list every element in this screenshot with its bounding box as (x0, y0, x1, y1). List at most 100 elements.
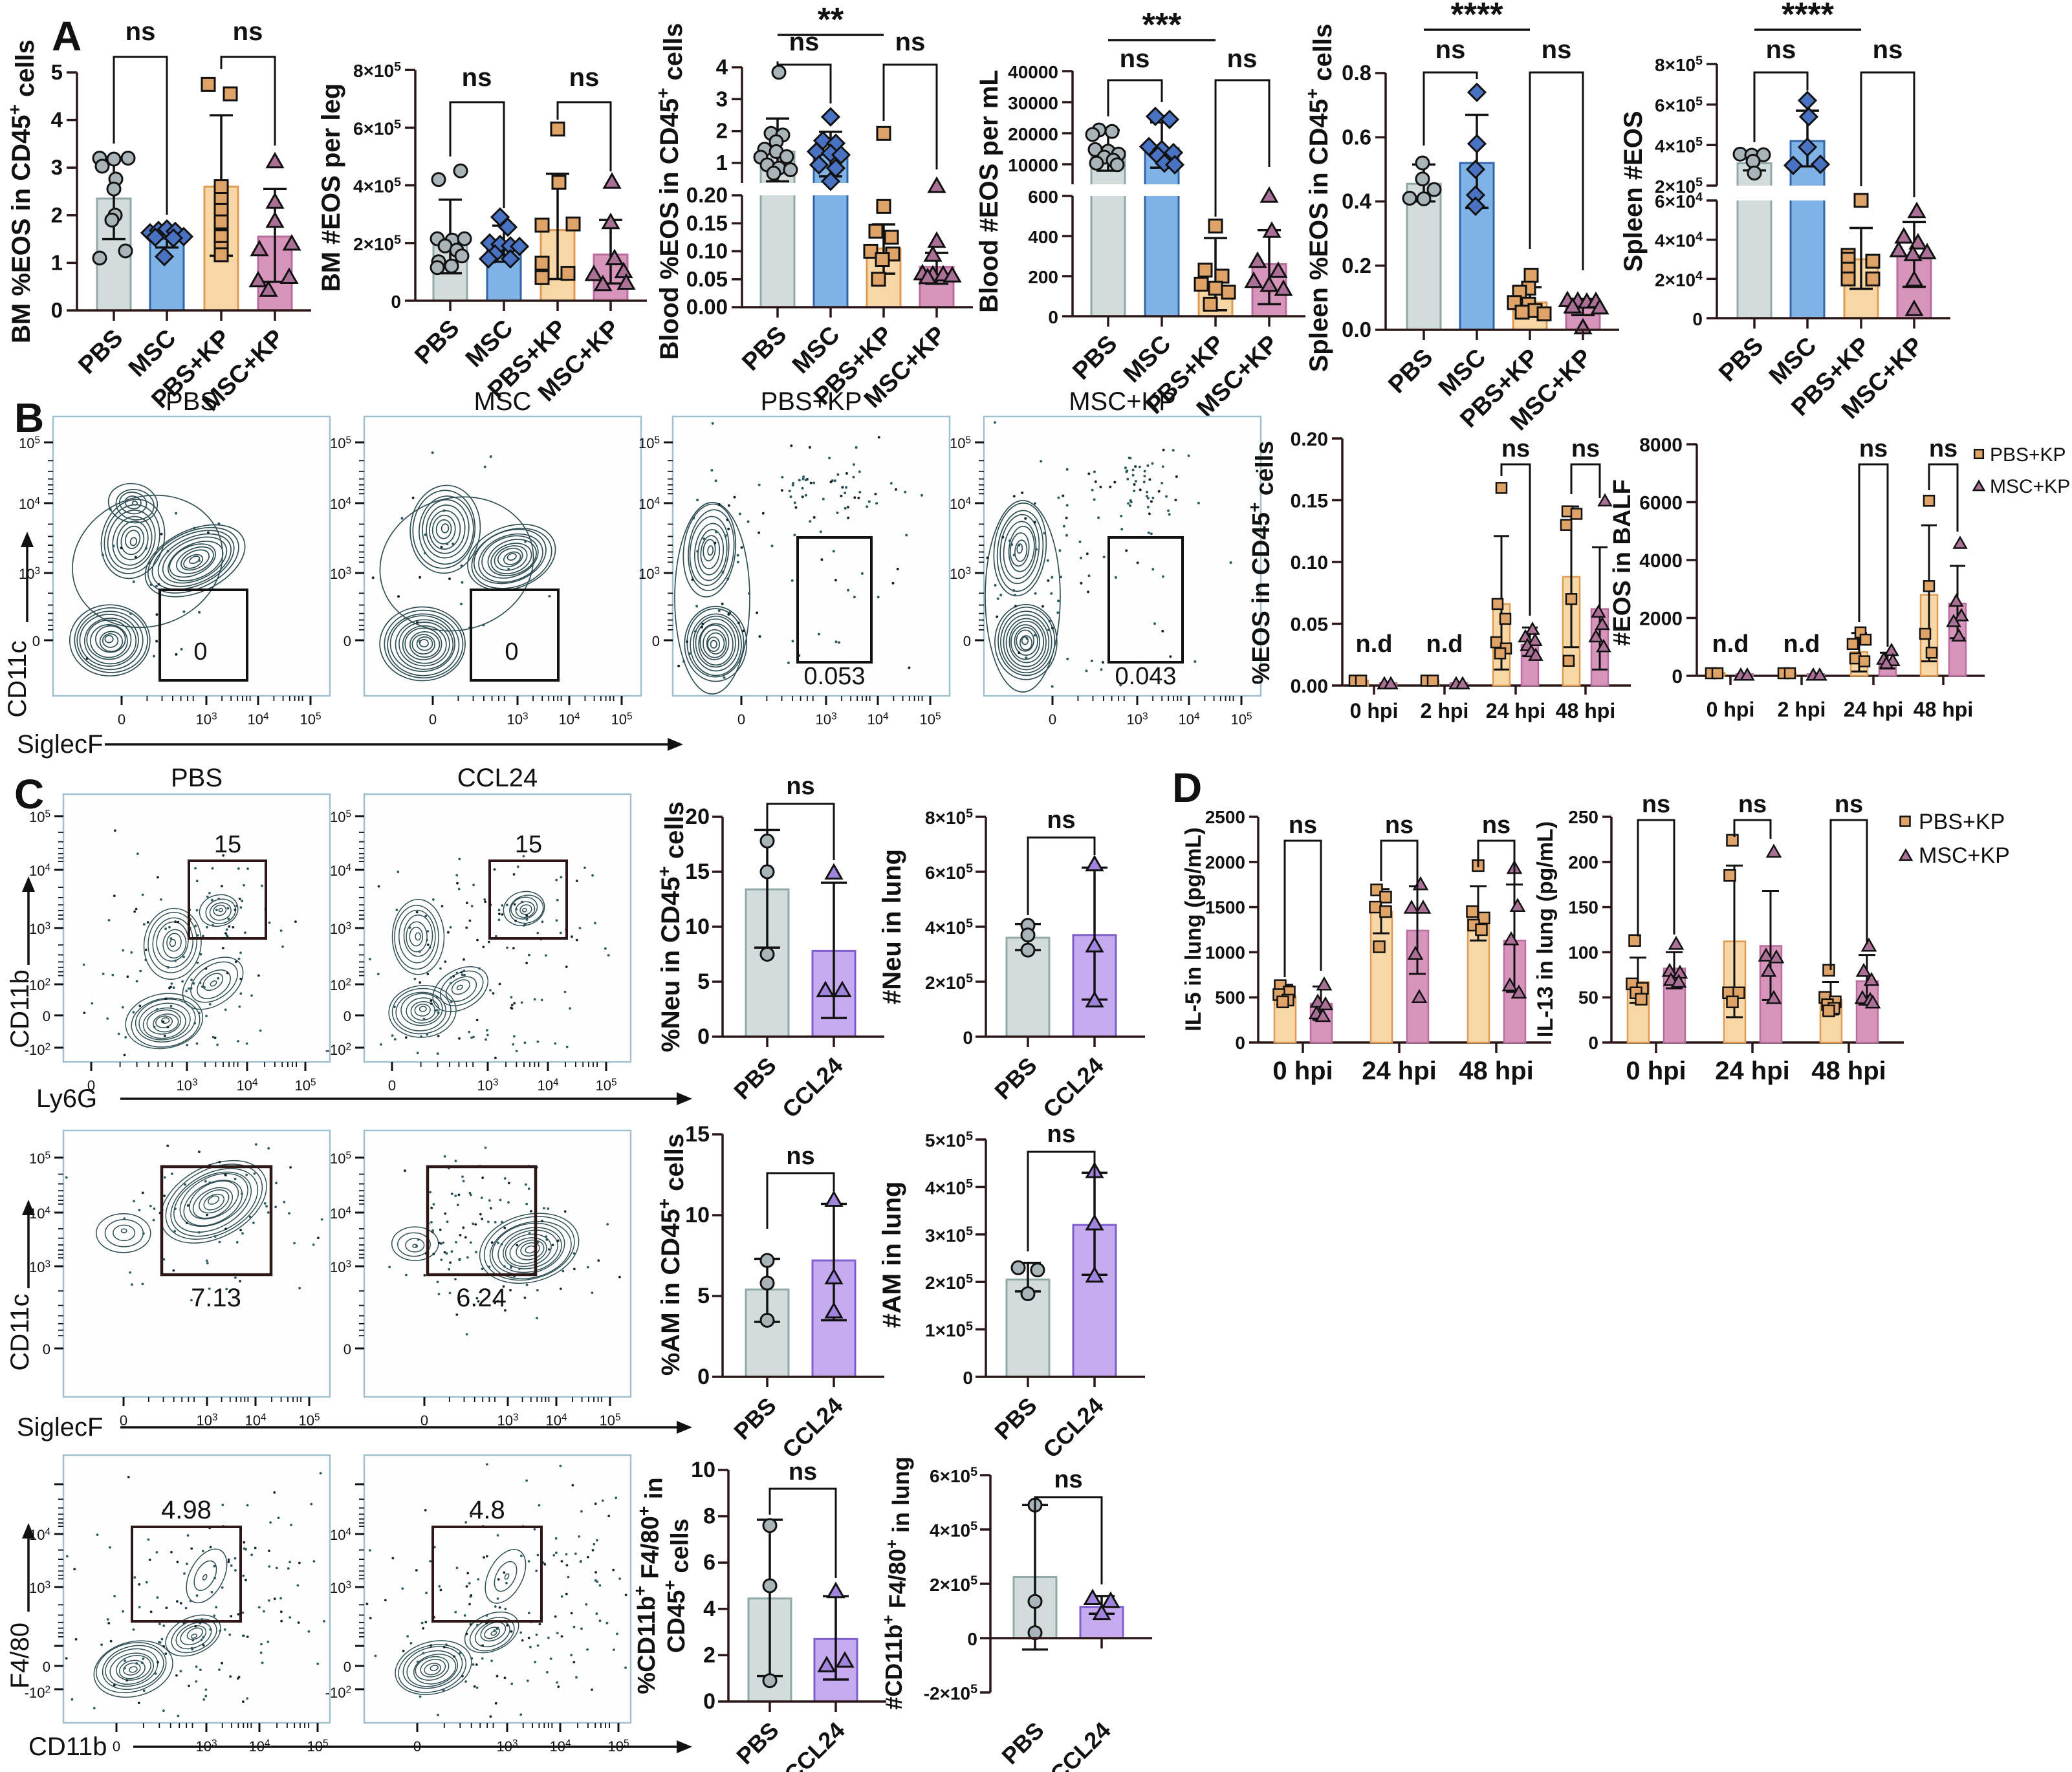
svg-text:ns: ns (1047, 806, 1075, 834)
svg-text:IL-13 in lung (pg/mL): IL-13 in lung (pg/mL) (1533, 821, 1558, 1037)
svg-text:8×105: 8×105 (353, 59, 401, 81)
svg-text:24 hpi: 24 hpi (1362, 1057, 1437, 1085)
svg-text:ns: ns (1482, 812, 1510, 839)
svg-text:ns: ns (786, 1143, 814, 1170)
svg-text:50: 50 (1578, 988, 1598, 1008)
svg-text:ns: ns (1766, 36, 1796, 64)
svg-text:15: 15 (685, 859, 710, 884)
svg-text:**: ** (818, 1, 844, 39)
svg-text:ns: ns (125, 17, 156, 46)
svg-text:ns: ns (1501, 435, 1530, 462)
svg-text:4: 4 (716, 55, 728, 79)
svg-text:0: 0 (737, 711, 745, 728)
svg-text:0: 0 (429, 711, 437, 728)
svg-text:ns: ns (1289, 812, 1317, 839)
svg-text:200: 200 (1028, 267, 1058, 287)
svg-text:150: 150 (1568, 898, 1598, 918)
svg-text:1500: 1500 (1205, 898, 1245, 918)
svg-text:ns: ns (1859, 435, 1888, 462)
svg-text:0: 0 (697, 1365, 710, 1389)
svg-text:103: 103 (196, 1412, 217, 1429)
svg-text:0 hpi: 0 hpi (1350, 699, 1399, 722)
svg-text:0: 0 (652, 633, 660, 649)
svg-text:4: 4 (51, 108, 63, 132)
svg-text:ns: ns (789, 28, 820, 56)
svg-text:103: 103 (330, 565, 351, 582)
svg-text:20000: 20000 (1008, 124, 1058, 144)
svg-text:0: 0 (391, 292, 401, 312)
svg-text:2 hpi: 2 hpi (1778, 698, 1826, 721)
svg-text:n.d: n.d (1356, 631, 1393, 658)
svg-text:ns: ns (233, 17, 263, 46)
svg-text:ns: ns (1835, 791, 1863, 818)
svg-text:4×105: 4×105 (1655, 135, 1703, 157)
svg-text:ns: ns (1873, 36, 1903, 64)
svg-text:CD11c: CD11c (6, 1293, 34, 1370)
svg-text:ns: ns (1054, 1466, 1082, 1493)
svg-text:10000: 10000 (1008, 155, 1058, 175)
svg-text:2000: 2000 (1205, 852, 1245, 872)
svg-text:#Neu in lung: #Neu in lung (878, 849, 906, 1004)
svg-text:ns: ns (786, 773, 814, 800)
svg-text:-102: -102 (325, 1041, 351, 1058)
svg-text:C: C (14, 771, 44, 817)
svg-text:Ly6G: Ly6G (36, 1085, 97, 1113)
svg-text:6×105: 6×105 (930, 1465, 977, 1486)
svg-text:3: 3 (51, 155, 63, 179)
svg-text:MSC+KP: MSC+KP (1990, 476, 2070, 497)
svg-text:#AM in lung: #AM in lung (878, 1182, 906, 1328)
svg-text:0: 0 (1049, 711, 1056, 728)
svg-text:2×105: 2×105 (353, 233, 401, 254)
svg-text:104: 104 (236, 1077, 257, 1094)
svg-text:2×104: 2×104 (1655, 269, 1703, 290)
svg-text:1×105: 1×105 (925, 1319, 973, 1341)
svg-text:0 hpi: 0 hpi (1272, 1057, 1333, 1085)
svg-text:200: 200 (1568, 852, 1598, 872)
svg-text:6×105: 6×105 (925, 861, 973, 883)
svg-text:10: 10 (685, 1203, 710, 1227)
svg-text:0.05: 0.05 (686, 267, 728, 291)
svg-text:15: 15 (515, 831, 542, 858)
svg-text:0: 0 (388, 1077, 396, 1094)
svg-text:0.10: 0.10 (686, 239, 728, 263)
svg-text:IL-5 in lung (pg/mL): IL-5 in lung (pg/mL) (1181, 827, 1206, 1031)
svg-text:ns: ns (569, 63, 600, 92)
svg-text:48 hpi: 48 hpi (1556, 699, 1615, 722)
svg-text:MSC: MSC (474, 387, 532, 416)
svg-text:SiglecF: SiglecF (17, 1413, 103, 1442)
svg-text:PBS+KP: PBS+KP (1919, 810, 2005, 834)
svg-text:8: 8 (703, 1504, 715, 1529)
svg-text:n.d: n.d (1783, 631, 1820, 658)
svg-text:48 hpi: 48 hpi (1914, 698, 1973, 721)
svg-text:2: 2 (51, 203, 63, 227)
svg-text:Spleen #EOS: Spleen #EOS (1619, 111, 1648, 272)
svg-text:0.6: 0.6 (1342, 125, 1371, 149)
svg-text:0: 0 (420, 1412, 428, 1429)
svg-text:0: 0 (1048, 307, 1058, 327)
svg-text:6: 6 (703, 1550, 715, 1575)
svg-text:400: 400 (1028, 227, 1058, 247)
svg-text:4000: 4000 (1639, 550, 1683, 572)
svg-text:6.24: 6.24 (456, 1284, 507, 1312)
svg-text:0.05: 0.05 (1291, 614, 1328, 636)
svg-text:****: **** (1782, 0, 1835, 34)
svg-text:0: 0 (113, 1738, 120, 1755)
svg-text:10: 10 (691, 1458, 715, 1482)
svg-text:0: 0 (43, 1341, 50, 1357)
svg-text:2500: 2500 (1205, 807, 1245, 827)
svg-text:0.15: 0.15 (686, 211, 728, 235)
svg-text:48 hpi: 48 hpi (1811, 1057, 1886, 1085)
svg-text:0 hpi: 0 hpi (1707, 698, 1755, 721)
svg-text:ns: ns (1227, 45, 1258, 73)
svg-text:F4/80: F4/80 (6, 1623, 34, 1689)
svg-text:0: 0 (1672, 666, 1683, 687)
svg-text:5: 5 (697, 969, 710, 994)
svg-text:#EOS in BALF: #EOS in BALF (1609, 479, 1636, 646)
svg-text:0.10: 0.10 (1291, 552, 1328, 574)
svg-text:0.15: 0.15 (1291, 491, 1328, 512)
svg-text:0: 0 (1692, 309, 1703, 329)
svg-text:0: 0 (703, 1689, 715, 1714)
svg-text:D: D (1172, 764, 1202, 811)
svg-text:20: 20 (685, 805, 710, 829)
svg-text:ns: ns (1642, 791, 1670, 818)
